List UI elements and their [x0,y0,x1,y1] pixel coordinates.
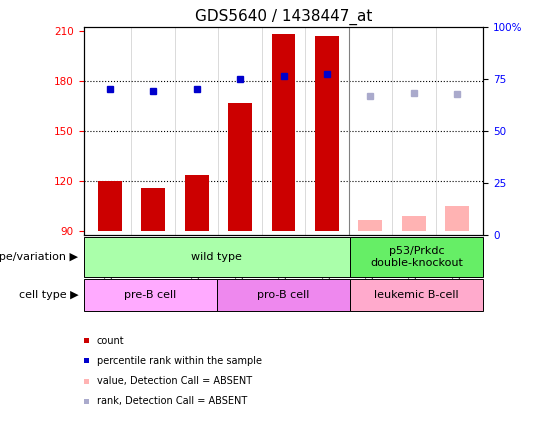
Text: value, Detection Call = ABSENT: value, Detection Call = ABSENT [97,376,252,386]
Bar [272,34,295,231]
Bar [228,103,252,231]
Bar [141,188,165,231]
Text: cell type ▶: cell type ▶ [19,290,78,300]
Text: wild type: wild type [192,252,242,262]
Text: pre-B cell: pre-B cell [124,290,177,300]
Text: pro-B cell: pro-B cell [258,290,309,300]
Bar [185,175,208,231]
Text: count: count [97,335,125,346]
Text: p53/Prkdc
double-knockout: p53/Prkdc double-knockout [370,246,463,268]
Text: genotype/variation ▶: genotype/variation ▶ [0,252,78,262]
Text: percentile rank within the sample: percentile rank within the sample [97,356,262,366]
Bar [402,217,426,231]
Bar [98,181,122,231]
Title: GDS5640 / 1438447_at: GDS5640 / 1438447_at [195,8,372,25]
Text: rank, Detection Call = ABSENT: rank, Detection Call = ABSENT [97,396,247,407]
Bar [446,206,469,231]
Bar [359,220,382,231]
Bar [315,36,339,231]
Text: leukemic B-cell: leukemic B-cell [374,290,459,300]
